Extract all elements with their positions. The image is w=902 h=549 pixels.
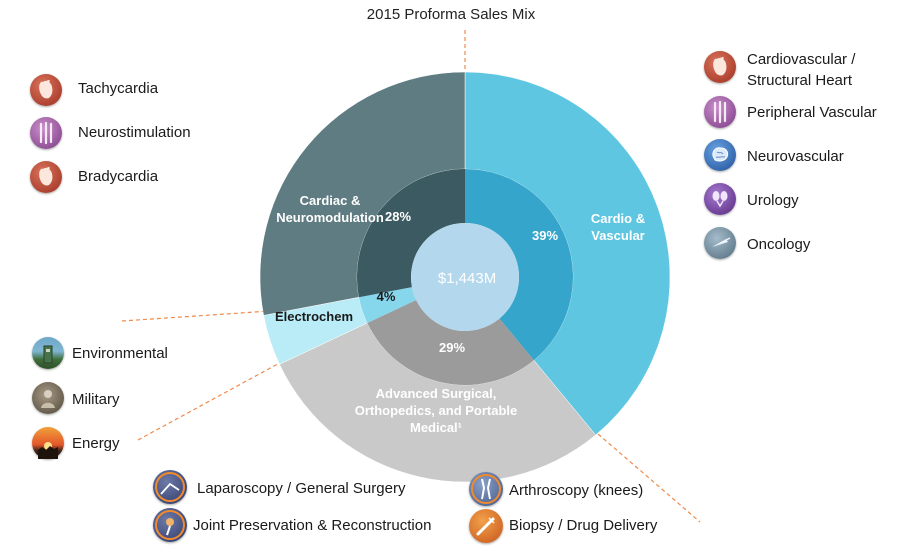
leader-line [597, 433, 701, 523]
legend-tachycardia: Tachycardia [78, 80, 159, 97]
syringe-icon [469, 509, 503, 543]
legend-joint-preservation: Joint Preservation & Reconstruction [193, 517, 432, 534]
center-disc [411, 223, 519, 331]
legend-biopsy: Biopsy / Drug Delivery [509, 517, 658, 534]
legend-urology: Urology [747, 192, 799, 209]
inner-ring [356, 169, 573, 385]
inner-slice-electrochem [358, 287, 417, 323]
legend-cardiovascular-structural-heart: Cardiovascular / Structural Heart [747, 51, 856, 89]
soldier-icon [32, 382, 64, 414]
heart-icon [704, 51, 736, 83]
leader-lines [121, 30, 701, 523]
segment-label-electrochem: Electrochem [275, 309, 353, 324]
value-label-cardio-vascular: 39% [532, 228, 558, 243]
chart-title: 2015 Proforma Sales Mix [366, 6, 536, 23]
segment-label-advanced-surgical: Advanced Surgical, Orthopedics, and Porta… [355, 386, 518, 435]
inner-slice-advanced-surgical [367, 299, 534, 385]
center-total-label: $1,443M [438, 270, 496, 287]
brain-icon [704, 139, 736, 171]
joint-icon [153, 508, 187, 542]
value-label-cardiac-neuromodulation: 28% [385, 209, 411, 224]
inner-slice-cardiac-neuromodulation [356, 169, 465, 298]
vessel-icon [704, 96, 736, 128]
tower-icon [32, 337, 64, 369]
value-label-advanced-surgical: 29% [439, 340, 465, 355]
legend-arthroscopy: Arthroscopy (knees) [509, 482, 644, 499]
legend-neurostimulation: Neurostimulation [78, 124, 191, 141]
leader-line [121, 310, 271, 322]
legend-energy: Energy [72, 435, 120, 452]
legend-neurovascular: Neurovascular [747, 148, 844, 165]
legend-bradycardia: Bradycardia [78, 168, 159, 185]
inner-slice-cardio-vascular [465, 169, 573, 361]
value-label-electrochem: 4% [377, 289, 396, 304]
segment-label-cardiac-neuromodulation: Cardiac & Neuromodulation [276, 193, 384, 225]
needle-icon [704, 227, 736, 259]
kidney-icon [704, 183, 736, 215]
segment-label-cardio-vascular: Cardio & Vascular [591, 211, 645, 243]
value-labels: 39% 29% 4% 28% [377, 209, 559, 355]
outer-ring [259, 71, 671, 483]
laparoscope-icon [153, 470, 187, 504]
spine-icon [30, 117, 62, 149]
segment-labels: Cardio & Vascular Advanced Surgical, Orthop… [275, 193, 645, 435]
legend-laparoscopy: Laparoscopy / General Surgery [197, 480, 406, 497]
sunset-icon [32, 427, 64, 459]
leader-line [137, 359, 286, 441]
legend-oncology: Oncology [747, 236, 811, 253]
heart-icon [30, 74, 62, 106]
legend-environmental: Environmental [72, 345, 168, 362]
legend-military: Military [72, 391, 120, 408]
legend-peripheral-vascular: Peripheral Vascular [747, 104, 877, 121]
heart-icon [30, 161, 62, 193]
knee-icon [469, 472, 503, 506]
